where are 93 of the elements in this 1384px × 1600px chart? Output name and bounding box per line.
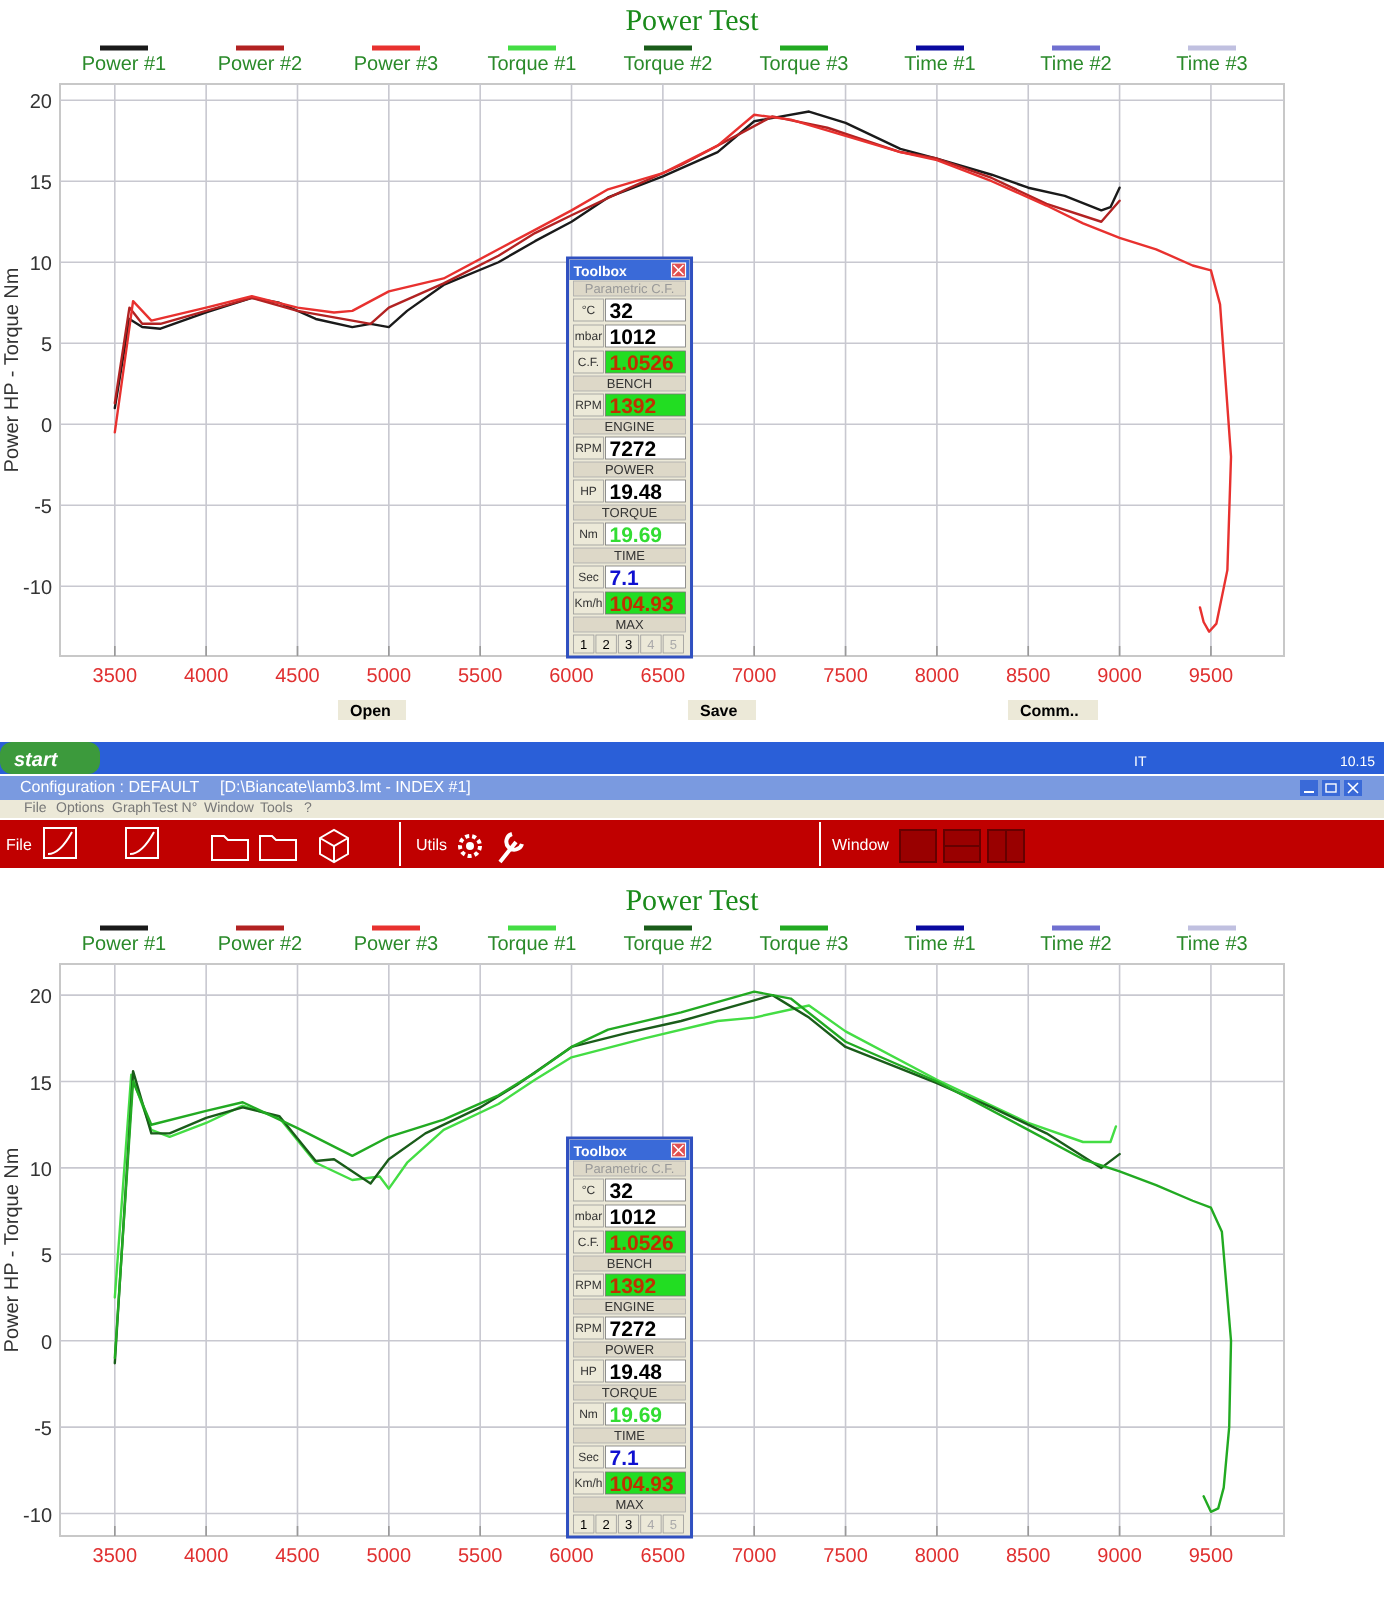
annotation: 7.1 xyxy=(609,1447,640,1471)
x-tick-label: 9000 xyxy=(1097,666,1143,688)
x-tick-label: 7500 xyxy=(823,1546,869,1568)
y-tick-label: 20 xyxy=(29,987,53,1010)
x-tick-label: 6000 xyxy=(549,666,595,688)
annotation: 1.0526 xyxy=(609,1232,675,1256)
chart-title: Power Test xyxy=(625,886,761,918)
y-tick-label: -5 xyxy=(34,1419,53,1442)
annotation: 19.48 xyxy=(609,1361,663,1385)
line-series xyxy=(113,990,1233,1514)
text: Save xyxy=(700,702,739,720)
annotation: 1012 xyxy=(609,326,657,350)
x-tick-label: 8500 xyxy=(1005,1546,1052,1568)
legend-label: Torque #2 xyxy=(623,934,714,956)
y-tick-label: -5 xyxy=(34,497,53,520)
legend-label: Time #3 xyxy=(1176,934,1249,956)
y-tick-label: 5 xyxy=(40,335,53,358)
x-tick-label: 4000 xyxy=(183,1546,230,1568)
y-tick-label: -10 xyxy=(23,1505,53,1528)
x-tick-label: 3500 xyxy=(92,666,138,688)
legend-label: Torque #3 xyxy=(759,934,850,956)
y-tick-label: 0 xyxy=(40,416,53,439)
legend-label: Torque #2 xyxy=(623,54,714,76)
annotation: 1392 xyxy=(609,395,657,419)
legend-label: Power #1 xyxy=(81,54,168,76)
annotation: 104.93 xyxy=(609,593,675,617)
x-tick-label: 8000 xyxy=(914,666,961,688)
annotation: 1392 xyxy=(609,1275,657,1299)
y-tick-label: 10 xyxy=(29,254,53,277)
legend-label: Torque #1 xyxy=(487,934,578,956)
annotation: 19.48 xyxy=(609,481,663,505)
legend-label: Time #2 xyxy=(1040,934,1113,956)
legend-label: Time #1 xyxy=(904,934,977,956)
y-tick-label: 5 xyxy=(40,1246,53,1269)
x-tick-label: 9000 xyxy=(1097,1546,1143,1568)
text: Configuration : DEFAULT xyxy=(20,778,200,796)
annotation: 7272 xyxy=(609,1318,657,1342)
legend-label: Power #2 xyxy=(217,934,304,956)
annotation: 19.69 xyxy=(609,524,663,548)
annotation: 1012 xyxy=(609,1206,657,1230)
x-tick-label: 5500 xyxy=(457,1546,504,1568)
x-tick-label: 8000 xyxy=(914,1546,961,1568)
x-tick-label: 9500 xyxy=(1188,1546,1235,1568)
text: Window xyxy=(832,836,890,854)
legend-label: Time #2 xyxy=(1040,54,1113,76)
x-tick-label: 4500 xyxy=(275,1546,321,1568)
text: [D:\Biancate\lamb3.lmt - INDEX #1] xyxy=(220,778,471,796)
x-tick-label: 7500 xyxy=(823,666,869,688)
x-tick-label: 5000 xyxy=(366,666,412,688)
x-tick-label: 4500 xyxy=(275,666,321,688)
y-axis-title: Power HP - Torque Nm xyxy=(2,267,24,473)
line-series xyxy=(113,1004,1118,1299)
legend-label: Power #3 xyxy=(353,54,440,76)
legend-label: Time #3 xyxy=(1176,54,1249,76)
text: File xyxy=(6,836,33,854)
legend-label: Power #3 xyxy=(353,934,440,956)
legend-label: Time #1 xyxy=(904,54,977,76)
y-tick-label: 10 xyxy=(29,1159,53,1182)
x-tick-label: 7000 xyxy=(731,1546,778,1568)
legend-label: Power #2 xyxy=(217,54,304,76)
annotation: 19.69 xyxy=(609,1404,663,1428)
text: Open xyxy=(350,702,392,720)
x-tick-label: 4000 xyxy=(183,666,230,688)
x-tick-label: 7000 xyxy=(731,666,778,688)
x-tick-label: 6500 xyxy=(640,666,686,688)
annotation: 32 xyxy=(609,1180,634,1204)
annotation: 104.93 xyxy=(609,1473,675,1497)
x-tick-label: 3500 xyxy=(92,1546,138,1568)
y-tick-label: 0 xyxy=(40,1332,53,1355)
legend-label: Power #1 xyxy=(81,934,168,956)
chart-title: Power Test xyxy=(625,6,761,38)
x-tick-label: 9500 xyxy=(1188,666,1235,688)
text: Utils xyxy=(416,836,448,854)
text: start xyxy=(14,750,59,772)
annotation: 32 xyxy=(609,300,634,324)
y-axis-title: Power HP - Torque Nm xyxy=(2,1147,24,1353)
y-tick-label: 20 xyxy=(29,92,53,115)
x-tick-label: 8500 xyxy=(1005,666,1052,688)
annotation: 7272 xyxy=(609,438,657,462)
line-series xyxy=(113,113,1233,633)
y-tick-label: -10 xyxy=(23,578,53,601)
x-tick-label: 5500 xyxy=(457,666,504,688)
y-tick-label: 15 xyxy=(29,173,53,196)
text: Comm.. xyxy=(1020,702,1079,720)
x-tick-label: 6500 xyxy=(640,1546,686,1568)
x-tick-label: 6000 xyxy=(549,1546,595,1568)
annotation: 7.1 xyxy=(609,567,640,591)
annotation: 1.0526 xyxy=(609,352,675,376)
x-tick-label: 5000 xyxy=(366,1546,412,1568)
legend-label: Torque #1 xyxy=(487,54,578,76)
line-series xyxy=(113,993,1121,1365)
legend-label: Torque #3 xyxy=(759,54,850,76)
y-tick-label: 15 xyxy=(29,1073,53,1096)
